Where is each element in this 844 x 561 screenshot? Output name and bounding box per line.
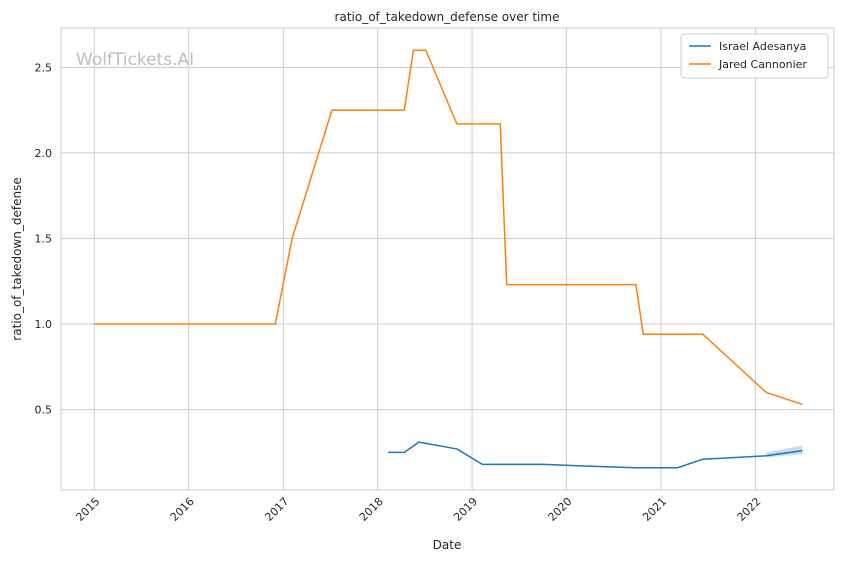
- y-axis-label: ratio_of_takedown_defense: [10, 177, 24, 340]
- x-tick-label: 2016: [168, 495, 197, 524]
- legend-box: [680, 33, 829, 79]
- y-tick-label: 2.5: [35, 61, 53, 74]
- y-tick-label: 2.0: [35, 147, 53, 160]
- x-axis-ticks: 2015 2016 2017 2018 2019 2020 2021 2022: [73, 495, 763, 524]
- x-tick-label: 2019: [451, 495, 480, 524]
- plot-frame: [60, 27, 835, 491]
- x-tick-label: 2018: [357, 495, 386, 524]
- x-axis-label: Date: [433, 538, 462, 552]
- x-tick-label: 2015: [73, 495, 102, 524]
- chart-title: ratio_of_takedown_defense over time: [335, 10, 560, 24]
- legend-label-1: Jared Cannonier: [718, 58, 807, 71]
- y-tick-label: 1.0: [35, 318, 53, 331]
- y-tick-label: 0.5: [35, 404, 53, 417]
- series-line-0: [388, 441, 803, 469]
- legend: Israel Adesanya Jared Cannonier: [680, 33, 829, 79]
- series-lines: [94, 49, 803, 469]
- x-tick-label: 2021: [640, 495, 669, 524]
- legend-label-0: Israel Adesanya: [719, 40, 806, 53]
- grid-lines: [61, 28, 834, 490]
- x-tick-label: 2017: [262, 495, 291, 524]
- y-tick-label: 1.5: [35, 232, 53, 245]
- x-tick-label: 2020: [546, 495, 575, 524]
- y-axis-ticks: 0.5 1.0 1.5 2.0 2.5: [35, 61, 53, 416]
- series-line-1: [94, 49, 803, 406]
- x-tick-label: 2022: [735, 495, 764, 524]
- watermark: WolfTickets.AI: [76, 50, 194, 70]
